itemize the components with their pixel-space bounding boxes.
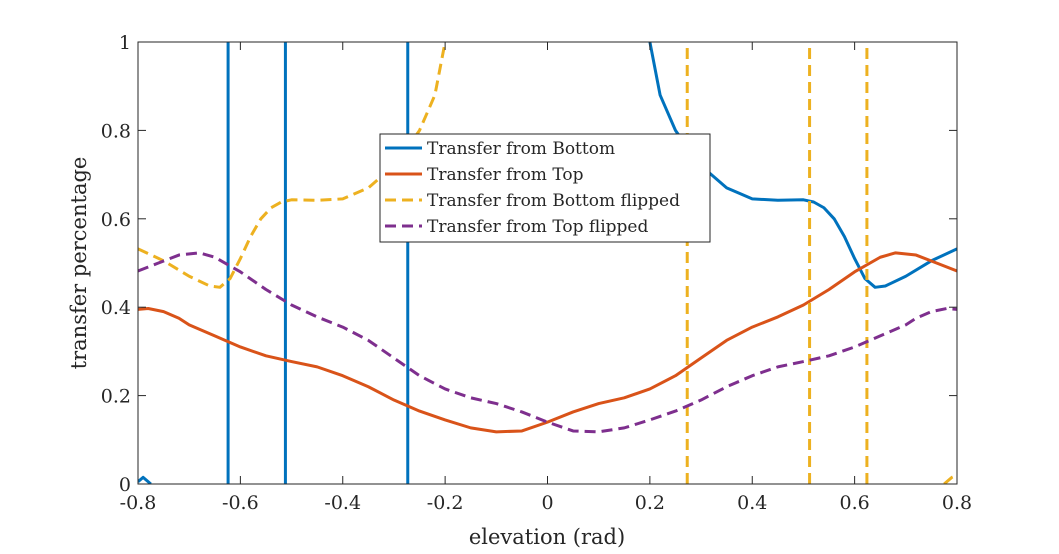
y-tick-label: 0.8 (101, 120, 131, 142)
legend-label-transfer-from-bottom-flipped: Transfer from Bottom flipped (427, 191, 680, 211)
x-tick-label: -0.6 (222, 492, 259, 514)
legend-box (379, 133, 711, 243)
x-tick-label: -0.8 (120, 492, 157, 514)
y-axis-label: transfer percentage (67, 157, 91, 370)
y-tick-label: 0.2 (101, 386, 131, 408)
x-axis-label: elevation (rad) (469, 525, 625, 549)
legend-label-transfer-from-bottom: Transfer from Bottom (427, 139, 615, 159)
x-tick-label: 0.8 (942, 492, 972, 514)
series-transfer-from-bottom-flipped-segment-4 (943, 473, 957, 484)
series-transfer-from-bottom-segment-0 (138, 475, 152, 484)
legend-label-transfer-from-top: Transfer from Top (427, 165, 584, 185)
series-transfer-from-top-segment-0 (138, 251, 957, 434)
x-tick-label: 0.4 (737, 492, 767, 514)
plot-area (138, 42, 957, 484)
x-tick-label: 0.6 (840, 492, 870, 514)
x-tick-label: -0.4 (324, 492, 361, 514)
x-tick-label: 0.2 (635, 492, 665, 514)
y-tick-label: 0.4 (101, 297, 131, 319)
series-transfer-from-top-flipped-segment-0 (138, 251, 957, 434)
legend: Transfer from Bottom Transfer from Top Tra… (379, 133, 711, 243)
axes-layer: -0.8 -0.6 -0.4 -0.2 0 0.2 0.4 0.6 0.8 0 0.2 0.4 0.6 0… (101, 32, 972, 514)
series-layer (138, 42, 957, 484)
y-tick-label: 0.6 (101, 209, 131, 231)
y-tick-label: 0 (119, 474, 131, 496)
x-tick-label: 0 (541, 492, 553, 514)
x-tick-label: -0.2 (427, 492, 464, 514)
y-tick-label: 1 (119, 32, 131, 54)
legend-label-transfer-from-top-flipped: Transfer from Top flipped (427, 217, 648, 237)
